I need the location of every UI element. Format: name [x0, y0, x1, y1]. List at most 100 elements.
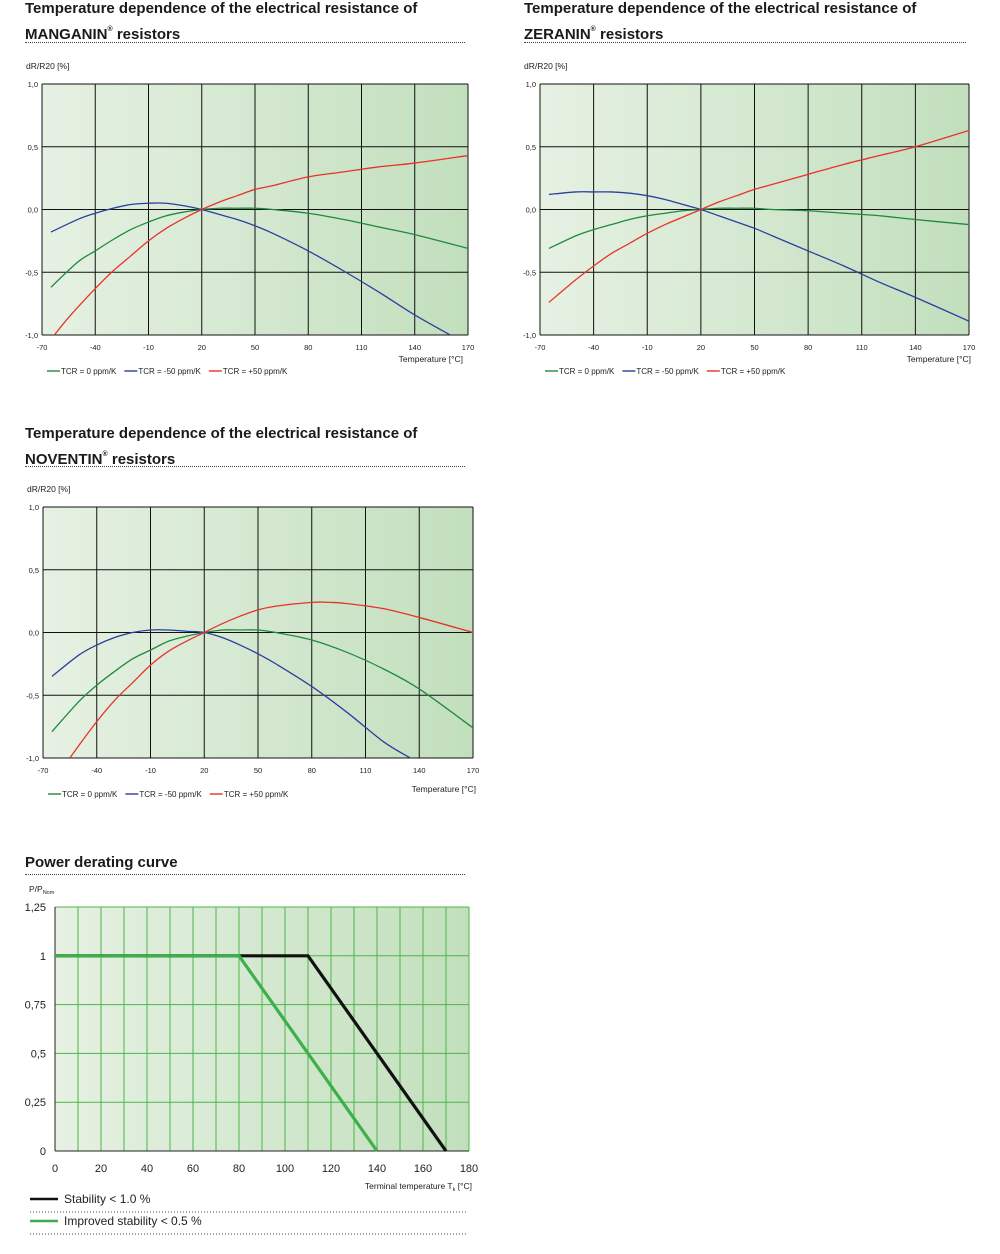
y-tick-label: 1 [40, 951, 46, 963]
x-tick-label: -70 [38, 766, 49, 775]
x-axis-label: Temperature [°C] [907, 354, 971, 364]
x-tick-label: 120 [322, 1163, 340, 1175]
x-tick-label: 50 [251, 343, 259, 352]
y-tick-label: 0,0 [526, 206, 536, 215]
series-line [548, 129, 969, 303]
y-axis-label: P/PNom [29, 884, 55, 896]
legend-entry: Improved stability < 0.5 % [64, 1214, 202, 1228]
x-tick-label: -10 [143, 343, 154, 352]
x-tick-label: 80 [233, 1163, 245, 1175]
y-tick-label: 0,5 [31, 1048, 46, 1060]
y-tick-label: 0,5 [28, 143, 38, 152]
y-axis-label-sub: Nom [43, 890, 55, 896]
y-tick-label: 0,5 [526, 143, 536, 152]
x-tick-label: -40 [90, 343, 101, 352]
title-divider [25, 874, 465, 875]
title-material: NOVENTIN [25, 451, 103, 468]
y-tick-label: -1,0 [523, 331, 536, 340]
y-tick-label: 1,25 [25, 902, 46, 914]
registered-mark: ® [102, 451, 108, 458]
x-tick-label: 100 [276, 1163, 294, 1175]
chart-content: 1,0 0,5 0,0 -0,5 -1,0 -70 -40 -10 20 50 80 110 140 17… [26, 484, 479, 799]
title-divider [25, 42, 465, 43]
y-tick-label: 1,0 [526, 80, 536, 89]
title-line-1: Power derating curve [25, 854, 178, 871]
x-tick-label: 40 [141, 1163, 153, 1175]
legend-entry: TCR = +50 ppm/K [721, 367, 786, 376]
x-tick-label: -40 [91, 766, 102, 775]
chart-title: Temperature dependence of the electrical… [25, 0, 417, 45]
title-line-1: Temperature dependence of the electrical… [25, 0, 418, 17]
chart-content: 1,25 1 0,75 0,5 0,25 00 20 40 60 80 100 120 140 160 18… [25, 884, 478, 1235]
legend-entry: TCR = +50 ppm/K [224, 790, 289, 799]
title-suffix: resistors [112, 26, 181, 43]
legend-entry: TCR = -50 ppm/K [636, 367, 699, 376]
series-line [548, 191, 969, 322]
x-tick-label: 140 [909, 343, 922, 352]
x-axis-label: Terminal temperature Tk [°C] [365, 1181, 472, 1193]
x-tick-label: 50 [254, 766, 262, 775]
power-derating-chart: 1,25 1 0,75 0,5 0,25 00 20 40 60 80 100 120 140 160 18… [25, 884, 478, 1235]
x-tick-label: 20 [95, 1163, 107, 1175]
chart-section-noventin: Temperature dependence of the electrical… [0, 423, 500, 823]
y-tick-label: 0,5 [29, 566, 39, 575]
y-axis-label: dR/R20 [%] [27, 484, 70, 494]
x-tick-label: 0 [52, 1163, 58, 1175]
series-line [55, 954, 379, 1152]
legend-entry: TCR = +50 ppm/K [223, 367, 288, 376]
x-tick-label: 20 [198, 343, 206, 352]
x-tick-label: 80 [308, 766, 316, 775]
title-line-1: Temperature dependence of the electrical… [524, 0, 917, 17]
series-line [50, 202, 451, 335]
x-tick-label: 60 [187, 1163, 199, 1175]
y-tick-label: -1,0 [25, 331, 38, 340]
tcr-chart-noventin: 1,0 0,5 0,0 -0,5 -1,0 -70 -40 -10 20 50 80 110 140 17… [26, 484, 479, 799]
series-line [51, 629, 473, 733]
x-tick-label: 140 [368, 1163, 386, 1175]
registered-mark: ® [107, 26, 113, 33]
y-tick-label: -0,5 [26, 691, 39, 700]
legend-entry: TCR = 0 ppm/K [559, 367, 615, 376]
chart-section-zeranin: Temperature dependence of the electrical… [500, 0, 1000, 400]
series-line [69, 601, 473, 758]
series-line [548, 207, 969, 249]
series-group [548, 129, 969, 322]
y-tick-label: 1,0 [28, 80, 38, 89]
x-tick-label: 20 [200, 766, 208, 775]
x-tick-label: 170 [963, 343, 976, 352]
title-divider [25, 466, 465, 467]
x-tick-label: 160 [414, 1163, 432, 1175]
tcr-chart-manganin: 1,0 0,5 0,0 -0,5 -1,0 -70 -40 -10 20 50 80 110 140 17… [25, 61, 474, 376]
x-tick-label: 50 [750, 343, 758, 352]
y-tick-label: -0,5 [523, 268, 536, 277]
x-tick-label: -70 [37, 343, 48, 352]
y-tick-label: 0,0 [28, 206, 38, 215]
x-tick-label: -10 [642, 343, 653, 352]
series-group [50, 154, 468, 335]
y-axis-label: dR/R20 [%] [524, 61, 567, 71]
x-tick-label: 180 [460, 1163, 478, 1175]
series-group [51, 601, 473, 758]
y-axis-label: dR/R20 [%] [26, 61, 69, 71]
title-divider [524, 42, 966, 43]
legend-entry: TCR = -50 ppm/K [139, 790, 202, 799]
legend-entry: Stability < 1.0 % [64, 1192, 151, 1206]
x-axis-label: Temperature [°C] [412, 784, 476, 794]
title-suffix: resistors [107, 451, 176, 468]
x-tick-label: 170 [462, 343, 475, 352]
x-tick-label: 80 [304, 343, 312, 352]
y-tick-label: 0,0 [29, 629, 39, 638]
x-tick-label: 170 [467, 766, 480, 775]
x-tick-label: 110 [360, 766, 372, 775]
y-tick-label: 0,75 [25, 1000, 46, 1012]
x-axis-label-sub: k [453, 1187, 456, 1193]
x-tick-label: -70 [535, 343, 546, 352]
title-material: MANGANIN [25, 26, 108, 43]
series-line [53, 154, 468, 335]
chart-section-manganin: Temperature dependence of the electrical… [0, 0, 500, 400]
chart-content: 1,0 0,5 0,0 -0,5 -1,0 -70 -40 -10 20 50 80 110 140 17… [25, 61, 474, 376]
legend-entry: TCR = 0 ppm/K [61, 367, 117, 376]
chart-content: 1,0 0,5 0,0 -0,5 -1,0 -70 -40 -10 20 50 80 110 140 17… [523, 61, 975, 376]
registered-mark: ® [590, 26, 596, 33]
x-tick-label: 110 [856, 343, 868, 352]
